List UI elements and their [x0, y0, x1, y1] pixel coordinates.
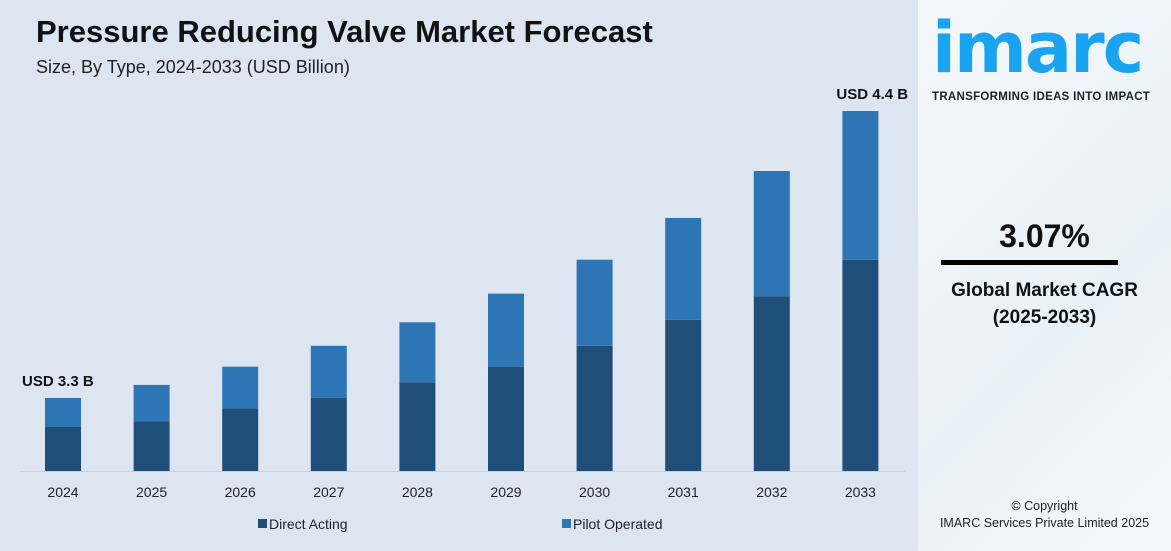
- legend-label: Pilot Operated: [573, 516, 663, 532]
- imarc-logo: imarc: [932, 7, 1144, 89]
- data-label: USD 4.4 B: [836, 86, 908, 103]
- copyright: © Copyright IMARC Services Private Limite…: [918, 498, 1171, 532]
- bar-direct-acting-2029: [488, 366, 524, 471]
- bar-pilot-operated-2028: [399, 322, 436, 383]
- bar-pilot-operated-2033: [842, 111, 879, 260]
- chart-subtitle: Size, By Type, 2024-2033 (USD Billion): [36, 57, 350, 77]
- company-name: IMARC Services Private Limited 2025: [939, 516, 1150, 530]
- x-tick-label: 2032: [756, 484, 787, 500]
- bar-direct-acting-2024: [45, 426, 81, 471]
- legend-swatch: [258, 519, 267, 528]
- legend-label: Direct Acting: [269, 516, 348, 532]
- legend-swatch: [562, 519, 571, 528]
- bar-pilot-operated-2026: [222, 366, 259, 409]
- divider: [941, 260, 1118, 265]
- logo-tagline: TRANSFORMING IDEAS INTO IMPACT: [932, 91, 1151, 103]
- x-tick-label: 2027: [313, 484, 344, 500]
- bar-pilot-operated-2031: [665, 217, 702, 320]
- bar-pilot-operated-2024: [45, 397, 81, 427]
- x-tick-label: 2029: [490, 484, 521, 500]
- x-tick-label: 2024: [47, 484, 78, 500]
- side-panel: [918, 0, 1171, 551]
- bar-direct-acting-2027: [310, 397, 347, 471]
- bar-direct-acting-2032: [753, 296, 790, 471]
- copyright-text: © Copyright: [1011, 499, 1078, 513]
- bar-direct-acting-2030: [576, 345, 613, 471]
- x-tick-label: 2025: [136, 484, 167, 500]
- bar-pilot-operated-2032: [753, 171, 790, 297]
- bar-direct-acting-2025: [133, 421, 170, 471]
- bar-chart: 2024 USD 3.3 B 2025 2026 2027 2028 2029 2030 203…: [20, 86, 908, 532]
- x-tick-label: 2028: [402, 484, 433, 500]
- x-tick-label: 2031: [668, 484, 699, 500]
- x-tick-label: 2033: [845, 484, 876, 500]
- cagr-label-text: Global Market CAGR: [951, 280, 1138, 301]
- bar-direct-acting-2033: [842, 259, 879, 471]
- cagr-label: Global Market CAGR (2025-2033): [918, 277, 1171, 331]
- bar-direct-acting-2026: [222, 408, 259, 471]
- cagr-value: 3.07%: [999, 218, 1090, 254]
- x-tick-label: 2030: [579, 484, 610, 500]
- bar-direct-acting-2031: [665, 319, 702, 471]
- bar-pilot-operated-2029: [488, 293, 524, 367]
- bar-pilot-operated-2025: [133, 384, 170, 422]
- bar-pilot-operated-2030: [576, 259, 613, 346]
- x-tick-label: 2026: [225, 484, 256, 500]
- data-label: USD 3.3 B: [22, 373, 94, 390]
- bar-pilot-operated-2027: [310, 345, 347, 398]
- chart-title: Pressure Reducing Valve Market Forecast: [36, 14, 653, 49]
- bar-direct-acting-2028: [399, 382, 436, 471]
- cagr-period: (2025-2033): [992, 307, 1097, 328]
